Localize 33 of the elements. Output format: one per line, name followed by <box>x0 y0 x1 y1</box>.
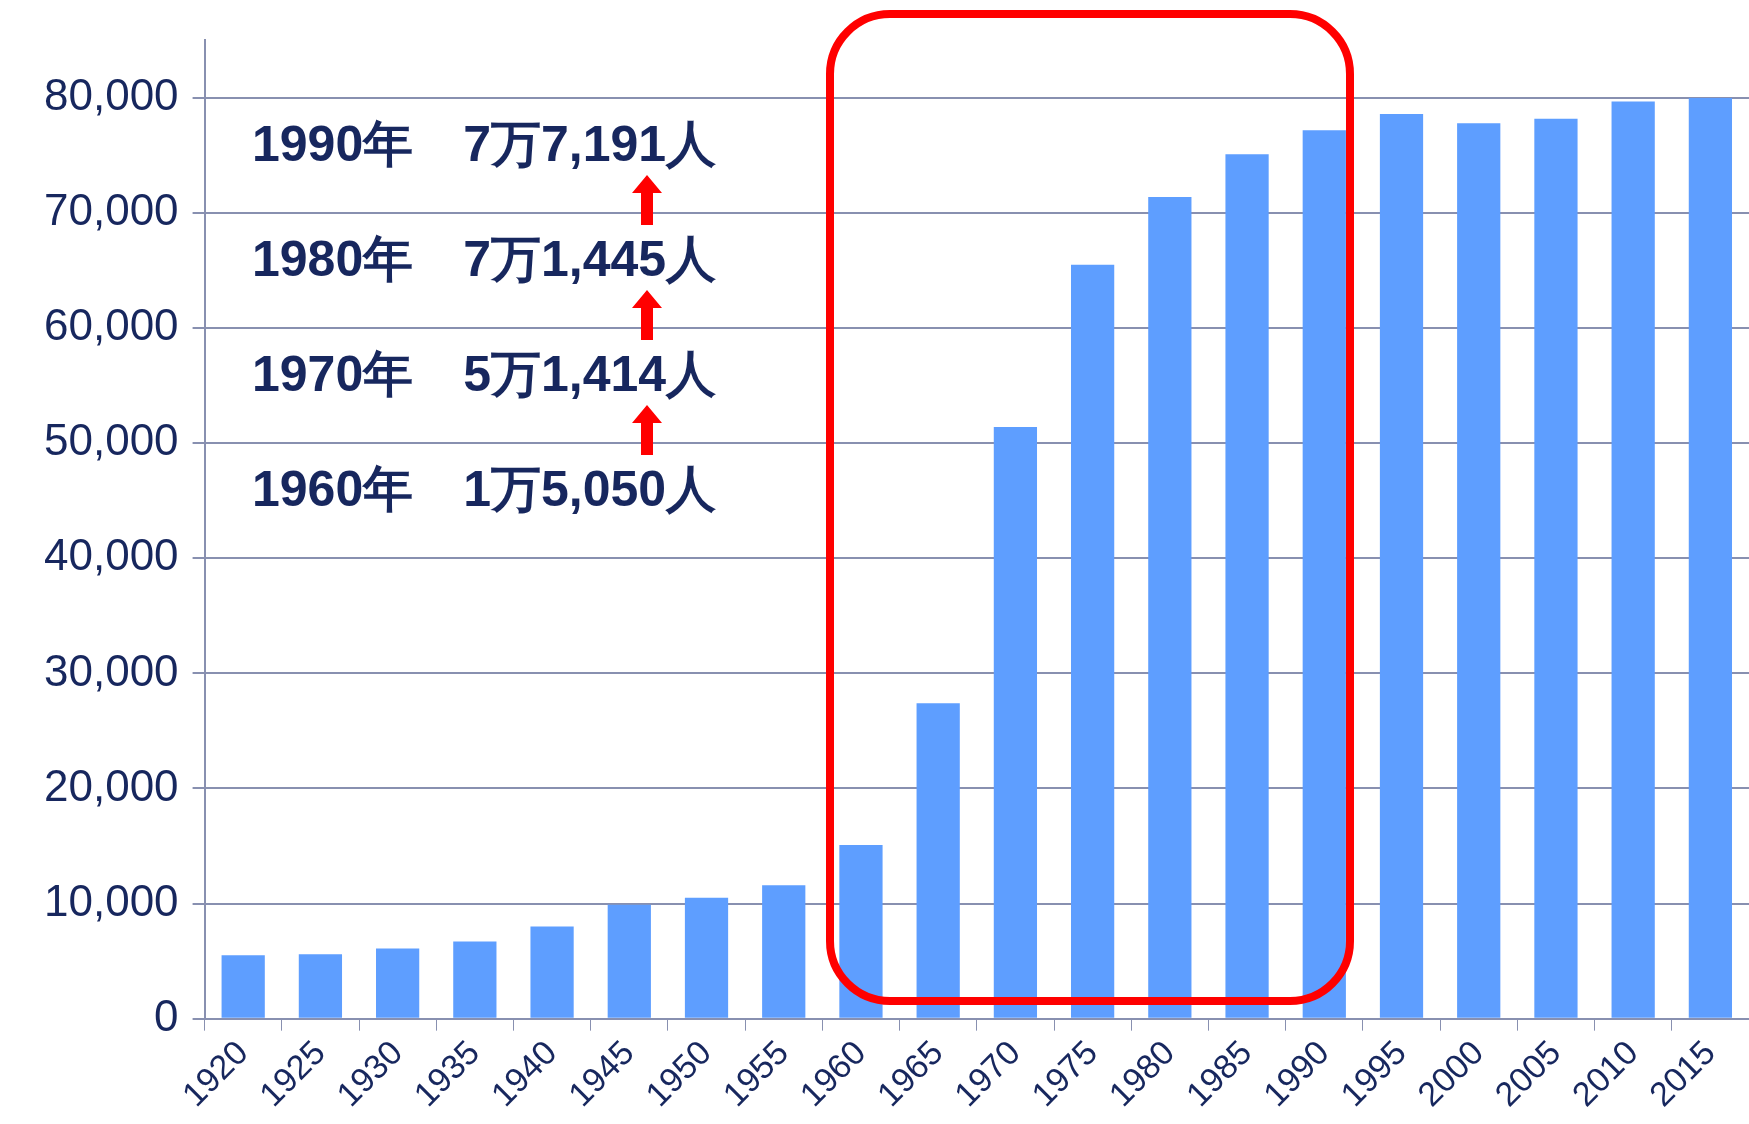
bar <box>762 885 806 1018</box>
y-tick-label: 40,000 <box>44 530 179 580</box>
y-tick-label: 60,000 <box>44 300 179 350</box>
bar <box>607 904 651 1018</box>
y-tick-label: 10,000 <box>44 875 179 925</box>
y-tick-label: 50,000 <box>44 415 179 465</box>
y-tick-label: 80,000 <box>44 70 179 120</box>
bar <box>221 955 265 1018</box>
bar <box>453 941 497 1018</box>
annotation: 1970年 5万1,414人 <box>252 345 717 403</box>
bar <box>1688 97 1733 1018</box>
bar <box>1457 123 1501 1018</box>
bar <box>298 954 343 1018</box>
bar <box>530 926 574 1018</box>
annotation: 1960年 1万5,050人 <box>252 460 717 518</box>
bar <box>1071 264 1115 1018</box>
bar <box>993 427 1038 1018</box>
bar <box>1302 130 1346 1018</box>
bar <box>839 844 883 1018</box>
bar <box>1611 101 1655 1018</box>
bar <box>684 897 729 1018</box>
annotation: 1990年 7万7,191人 <box>252 115 717 173</box>
annotation: 1980年 7万1,445人 <box>252 230 717 288</box>
y-tick-label: 70,000 <box>44 185 179 235</box>
bar <box>1148 196 1192 1018</box>
y-tick-label: 30,000 <box>44 645 179 695</box>
bar <box>1534 118 1578 1018</box>
bar <box>1379 114 1424 1018</box>
bar <box>1225 154 1269 1018</box>
y-tick-label: 0 <box>154 990 179 1040</box>
bar <box>376 948 420 1018</box>
bar <box>916 703 960 1018</box>
y-tick-label: 20,000 <box>44 760 179 810</box>
